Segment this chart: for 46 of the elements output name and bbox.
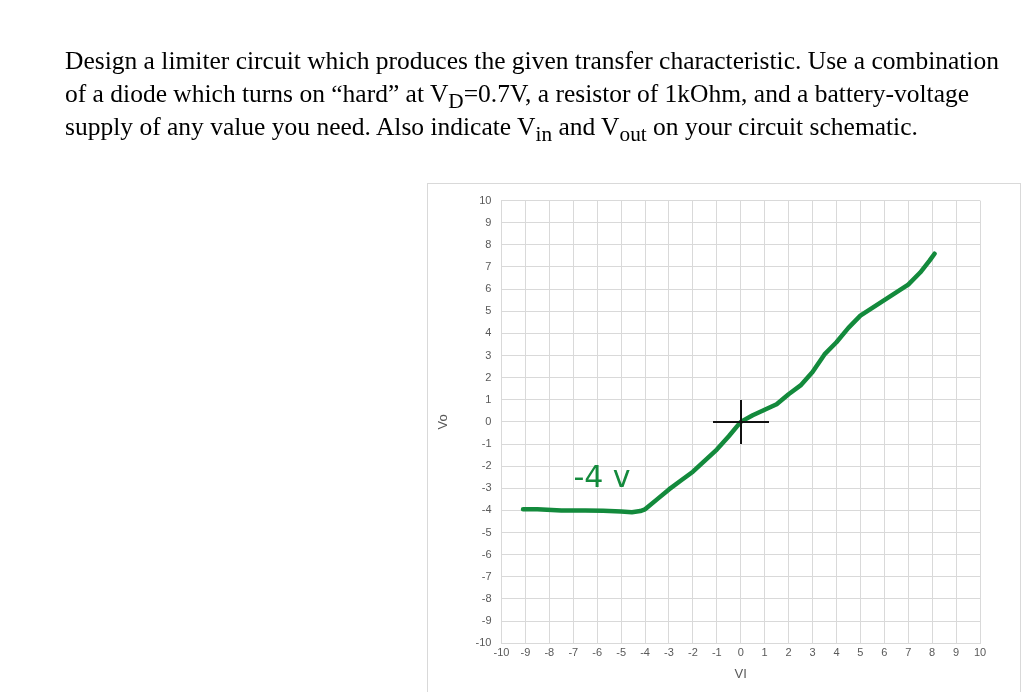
x-tick-label: 4: [833, 645, 840, 658]
y-tick-label: -1: [481, 437, 492, 450]
y-tick-label: 3: [485, 348, 492, 361]
x-tick-label: 8: [929, 645, 936, 658]
x-tick-label: -5: [616, 645, 627, 658]
chart-title: Design a limiter circuit which produces the given transfer characteristic. Use a combination of a diode which turns on “hard” at V$_{D}$=0.7V, a resistor of 1kOhm, and a battery-voltage supply of any value you need. Also indicate V$_{in}$ and V$_{out}$ on your circuit schematic.: [65, 46, 999, 147]
y-tick-label: 5: [485, 304, 492, 317]
x-tick-label: -3: [664, 645, 674, 658]
y-tick-label: 1: [485, 392, 492, 405]
y-tick-label: 9: [485, 215, 492, 228]
y-tick-label: -3: [481, 481, 492, 494]
x-tick-label: -9: [520, 645, 531, 658]
x-tick-label: 9: [953, 645, 960, 658]
y-tick-label: 10: [479, 193, 492, 206]
y-tick-label: 6: [485, 282, 492, 295]
y-tick-label: -4: [481, 503, 492, 516]
x-tick-label: 1: [761, 645, 768, 658]
y-tick-label: 0: [485, 414, 492, 427]
x-tick-label: -8: [544, 645, 555, 658]
y-tick-label: -8: [481, 591, 492, 604]
annotation: -4 v: [573, 459, 631, 495]
x-tick-label: -10: [493, 645, 510, 658]
y-tick-label: 2: [485, 370, 492, 383]
x-tick-label: 6: [881, 645, 888, 658]
x-tick-label: 3: [809, 645, 816, 658]
x-tick-label: -1: [711, 645, 722, 658]
y-tick-label: -6: [481, 547, 492, 560]
y-tick-label: 4: [485, 326, 492, 339]
y-tick-label: -9: [481, 614, 492, 627]
x-tick-label: -7: [568, 645, 579, 658]
x-tick-label: -2: [688, 645, 698, 658]
y-tick-label: -10: [475, 636, 492, 649]
x-tick-label: -4: [640, 645, 650, 658]
y-tick-label: 8: [485, 237, 492, 250]
x-tick-label: 0: [737, 645, 744, 658]
x-tick-label: 2: [785, 645, 792, 658]
y-tick-label: -7: [481, 569, 492, 582]
x-tick-label: 5: [857, 645, 864, 658]
y-tick-label: 7: [485, 260, 492, 273]
x-axis-title: VI: [734, 665, 747, 681]
y-tick-label: -2: [481, 459, 492, 472]
x-tick-label: -6: [592, 645, 603, 658]
x-tick-label: 10: [973, 645, 987, 658]
y-axis-title: Vo: [435, 414, 451, 430]
x-tick-label: 7: [905, 645, 912, 658]
y-tick-label: -5: [481, 525, 492, 538]
